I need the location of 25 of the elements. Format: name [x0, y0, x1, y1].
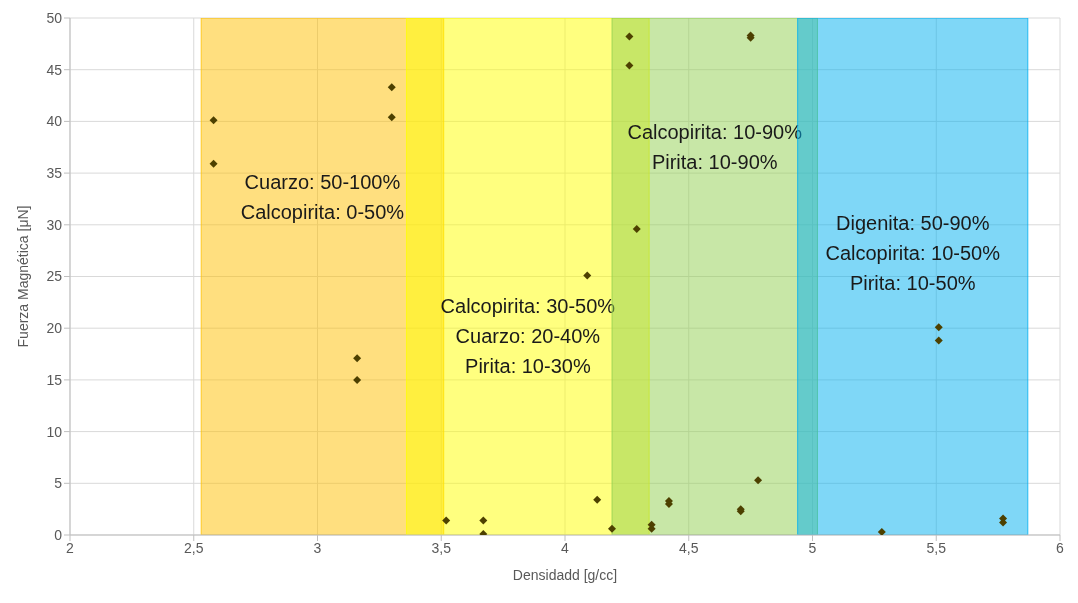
x-tick-label: 4: [561, 539, 570, 556]
y-tick-label: 40: [46, 113, 63, 130]
x-tick-label: 4,5: [679, 539, 699, 556]
x-tick-label: 5: [808, 539, 817, 556]
x-tick-label: 2,5: [184, 539, 204, 556]
y-axis-title: Fuerza Magnética [μN]: [14, 205, 31, 348]
x-tick-label: 3: [313, 539, 322, 556]
y-tick-label: 50: [46, 9, 63, 26]
y-tick-label: 25: [46, 268, 63, 285]
y-tick-label: 15: [46, 371, 63, 388]
y-tick-label: 0: [54, 526, 63, 543]
x-tick-label: 5,5: [926, 539, 947, 556]
x-tick-label: 6: [1056, 539, 1065, 556]
y-tick-label: 45: [46, 61, 63, 78]
y-tick-label: 30: [46, 216, 63, 233]
band-label: Cuarzo: 50-100% Calcopirita: 0-50%: [240, 170, 405, 223]
band-label: Digenita: 50-90% Calcopirita: 10-50% Pirita: 10-50%: [825, 211, 1001, 294]
y-tick-label: 35: [46, 165, 63, 182]
x-axis-title: Densidadd [g/cc]: [512, 567, 618, 583]
x-tick-label: 2: [66, 539, 75, 556]
y-tick-label: 20: [46, 320, 63, 337]
band-label: Calcopirita: 30-50% Cuarzo: 20-40% Pirita: 10-30%: [440, 294, 616, 377]
y-tick-label: 10: [46, 423, 63, 440]
x-tick-label: 3,5: [431, 539, 452, 556]
y-tick-label: 5: [54, 475, 63, 492]
